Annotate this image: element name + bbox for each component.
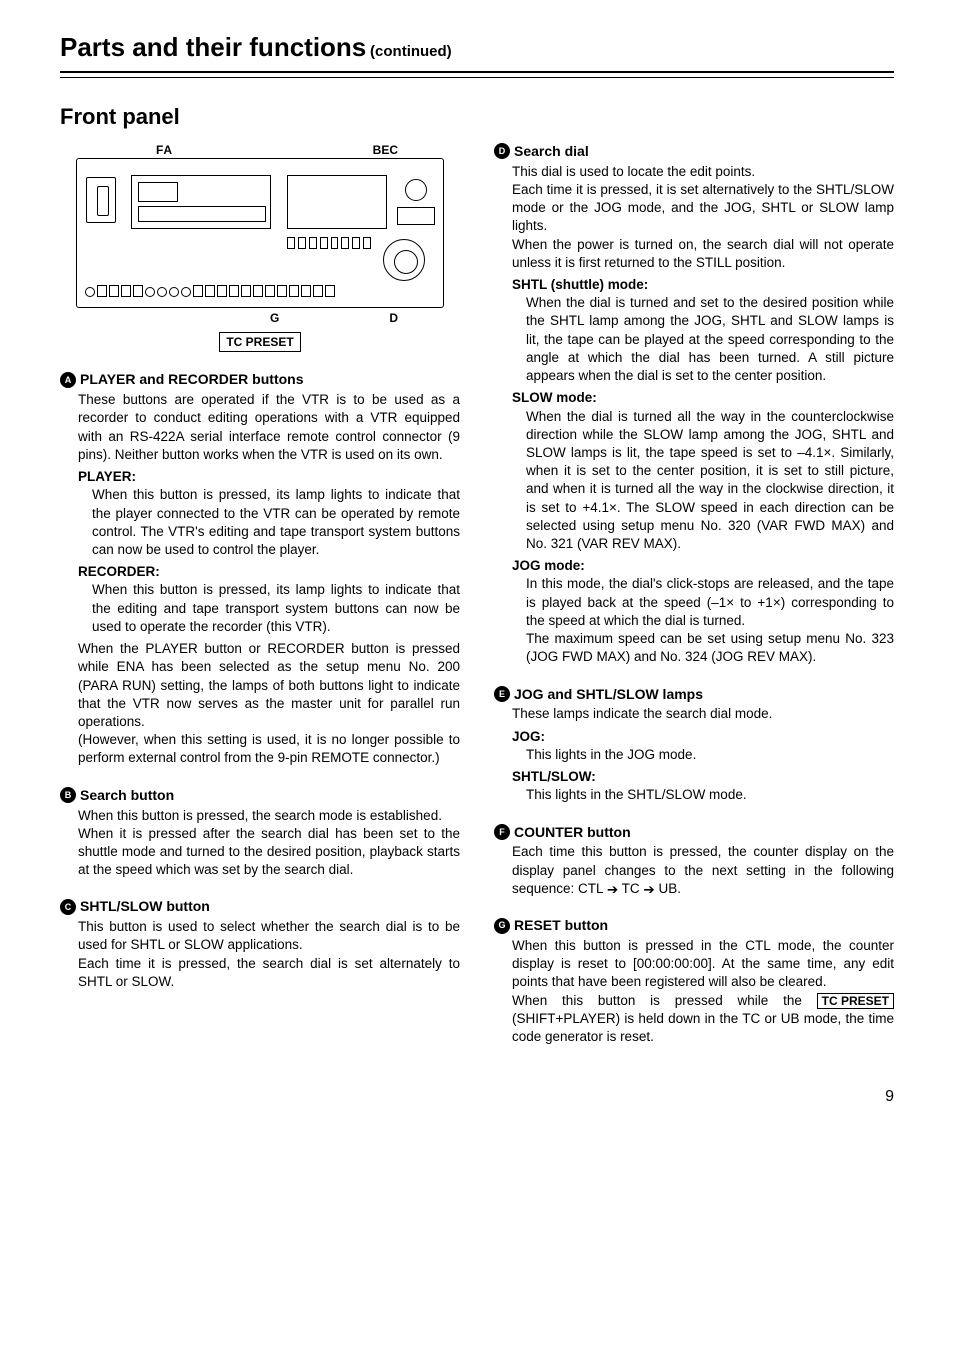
continued-label: (continued) xyxy=(370,43,452,60)
bullet-21: E xyxy=(494,686,510,702)
reset-b1: When this button is pressed in the CTL m… xyxy=(512,937,894,992)
page-number: 9 xyxy=(60,1086,894,1108)
entry-title: SHTL/SLOW button xyxy=(80,897,210,916)
reset-pre: When this button is pressed while the xyxy=(512,993,817,1008)
entry-title: Search dial xyxy=(514,142,589,161)
jog-mode-body-1: In this mode, the dial's click-stops are… xyxy=(526,575,894,630)
shtl-body-1: This button is used to select whether th… xyxy=(78,918,460,954)
jog-lamp-heading: JOG: xyxy=(512,728,894,746)
front-panel-diagram: F A B E C G xyxy=(76,142,444,353)
intro-text: These buttons are operated if the VTR is… xyxy=(78,391,460,464)
entry-title: JOG and SHTL/SLOW lamps xyxy=(514,685,703,704)
device-outline xyxy=(76,158,444,308)
shtl-mode-heading: SHTL (shuttle) mode: xyxy=(512,276,894,294)
bullet-23: G xyxy=(494,918,510,934)
entry-title: Search button xyxy=(80,786,174,805)
entry-title: PLAYER and RECORDER buttons xyxy=(80,370,304,389)
player-body: When this button is pressed, its lamp li… xyxy=(92,486,460,559)
shtl-mode-body: When the dial is turned and set to the d… xyxy=(526,294,894,385)
jog-mode-body-2: The maximum speed can be set using setup… xyxy=(526,630,894,666)
entry-title: RESET button xyxy=(514,916,608,935)
recorder-heading: RECORDER: xyxy=(78,563,460,581)
bullet-19: C xyxy=(60,899,76,915)
bullet-18: B xyxy=(60,787,76,803)
page-header: Parts and their functions (continued) xyxy=(60,30,894,73)
entry-title: COUNTER button xyxy=(514,823,631,842)
entry-reset-button: G RESET button When this button is press… xyxy=(494,916,894,1046)
diagram-callouts-bottom: G D xyxy=(76,308,444,326)
reset-post: (SHIFT+PLAYER) is held down in the TC or… xyxy=(512,1011,894,1044)
player-heading: PLAYER: xyxy=(78,468,460,486)
page-title: Parts and their functions xyxy=(60,32,366,62)
shtl-body-2: Each time it is pressed, the search dial… xyxy=(78,955,460,991)
counter-pre: Each time this button is pressed, the co… xyxy=(512,844,894,895)
entry-counter-button: F COUNTER button Each time this button i… xyxy=(494,823,894,899)
callout-18: B xyxy=(373,142,382,158)
slow-mode-body: When the dial is turned all the way in t… xyxy=(526,408,894,554)
tc-preset-inline: TC PRESET xyxy=(817,993,894,1009)
slow-mode-heading: SLOW mode: xyxy=(512,389,894,407)
reset-b2: When this button is pressed while the TC… xyxy=(512,992,894,1047)
bullet-20: D xyxy=(494,143,510,159)
entry-player-recorder: A PLAYER and RECORDER buttons These butt… xyxy=(60,370,460,767)
shtl-lamp-heading: SHTL/SLOW: xyxy=(512,768,894,786)
counter-body: Each time this button is pressed, the co… xyxy=(512,843,894,898)
jog-lamp-body: This lights in the JOG mode. xyxy=(526,746,894,764)
entry-jog-shtl-lamps: E JOG and SHTL/SLOW lamps These lamps in… xyxy=(494,685,894,805)
lamps-b1: These lamps indicate the search dial mod… xyxy=(512,705,894,723)
dial-b1: This dial is used to locate the edit poi… xyxy=(512,163,894,181)
callout-23: G xyxy=(270,310,279,326)
callout-20: D xyxy=(389,310,398,326)
callout-19: C xyxy=(389,142,398,158)
search-body-1: When this button is pressed, the search … xyxy=(78,807,460,825)
dial-b3: When the power is turned on, the search … xyxy=(512,236,894,272)
callout-22: F xyxy=(156,142,163,158)
search-body-2: When it is pressed after the search dial… xyxy=(78,825,460,880)
diagram-callouts-top: F A B E C xyxy=(76,142,444,158)
jog-mode-heading: JOG mode: xyxy=(512,557,894,575)
entry-search-button: B Search button When this button is pres… xyxy=(60,786,460,880)
arrow-icon: ➔ xyxy=(607,881,618,899)
left-column: F A B E C G xyxy=(60,142,460,1047)
callout-21: E xyxy=(381,142,389,158)
entry-shtl-slow-button: C SHTL/SLOW button This button is used t… xyxy=(60,897,460,991)
shtl-lamp-body: This lights in the SHTL/SLOW mode. xyxy=(526,786,894,804)
dial-b2: Each time it is pressed, it is set alter… xyxy=(512,181,894,236)
arrow-icon: ➔ xyxy=(643,881,654,899)
counter-mid: TC xyxy=(618,881,643,896)
right-column: D Search dial This dial is used to locat… xyxy=(494,142,894,1047)
tc-preset-box: TC PRESET xyxy=(219,332,300,352)
recorder-body: When this button is pressed, its lamp li… xyxy=(92,581,460,636)
bullet-22: F xyxy=(494,824,510,840)
entry-search-dial: D Search dial This dial is used to locat… xyxy=(494,142,894,667)
counter-post: UB. xyxy=(655,881,681,896)
section-heading: Front panel xyxy=(60,102,894,132)
para-run-text: When the PLAYER button or RECORDER butto… xyxy=(78,640,460,731)
para-run-note: (However, when this setting is used, it … xyxy=(78,731,460,767)
header-rule xyxy=(60,77,894,78)
bullet-17: A xyxy=(60,372,76,388)
callout-17: A xyxy=(163,142,172,158)
